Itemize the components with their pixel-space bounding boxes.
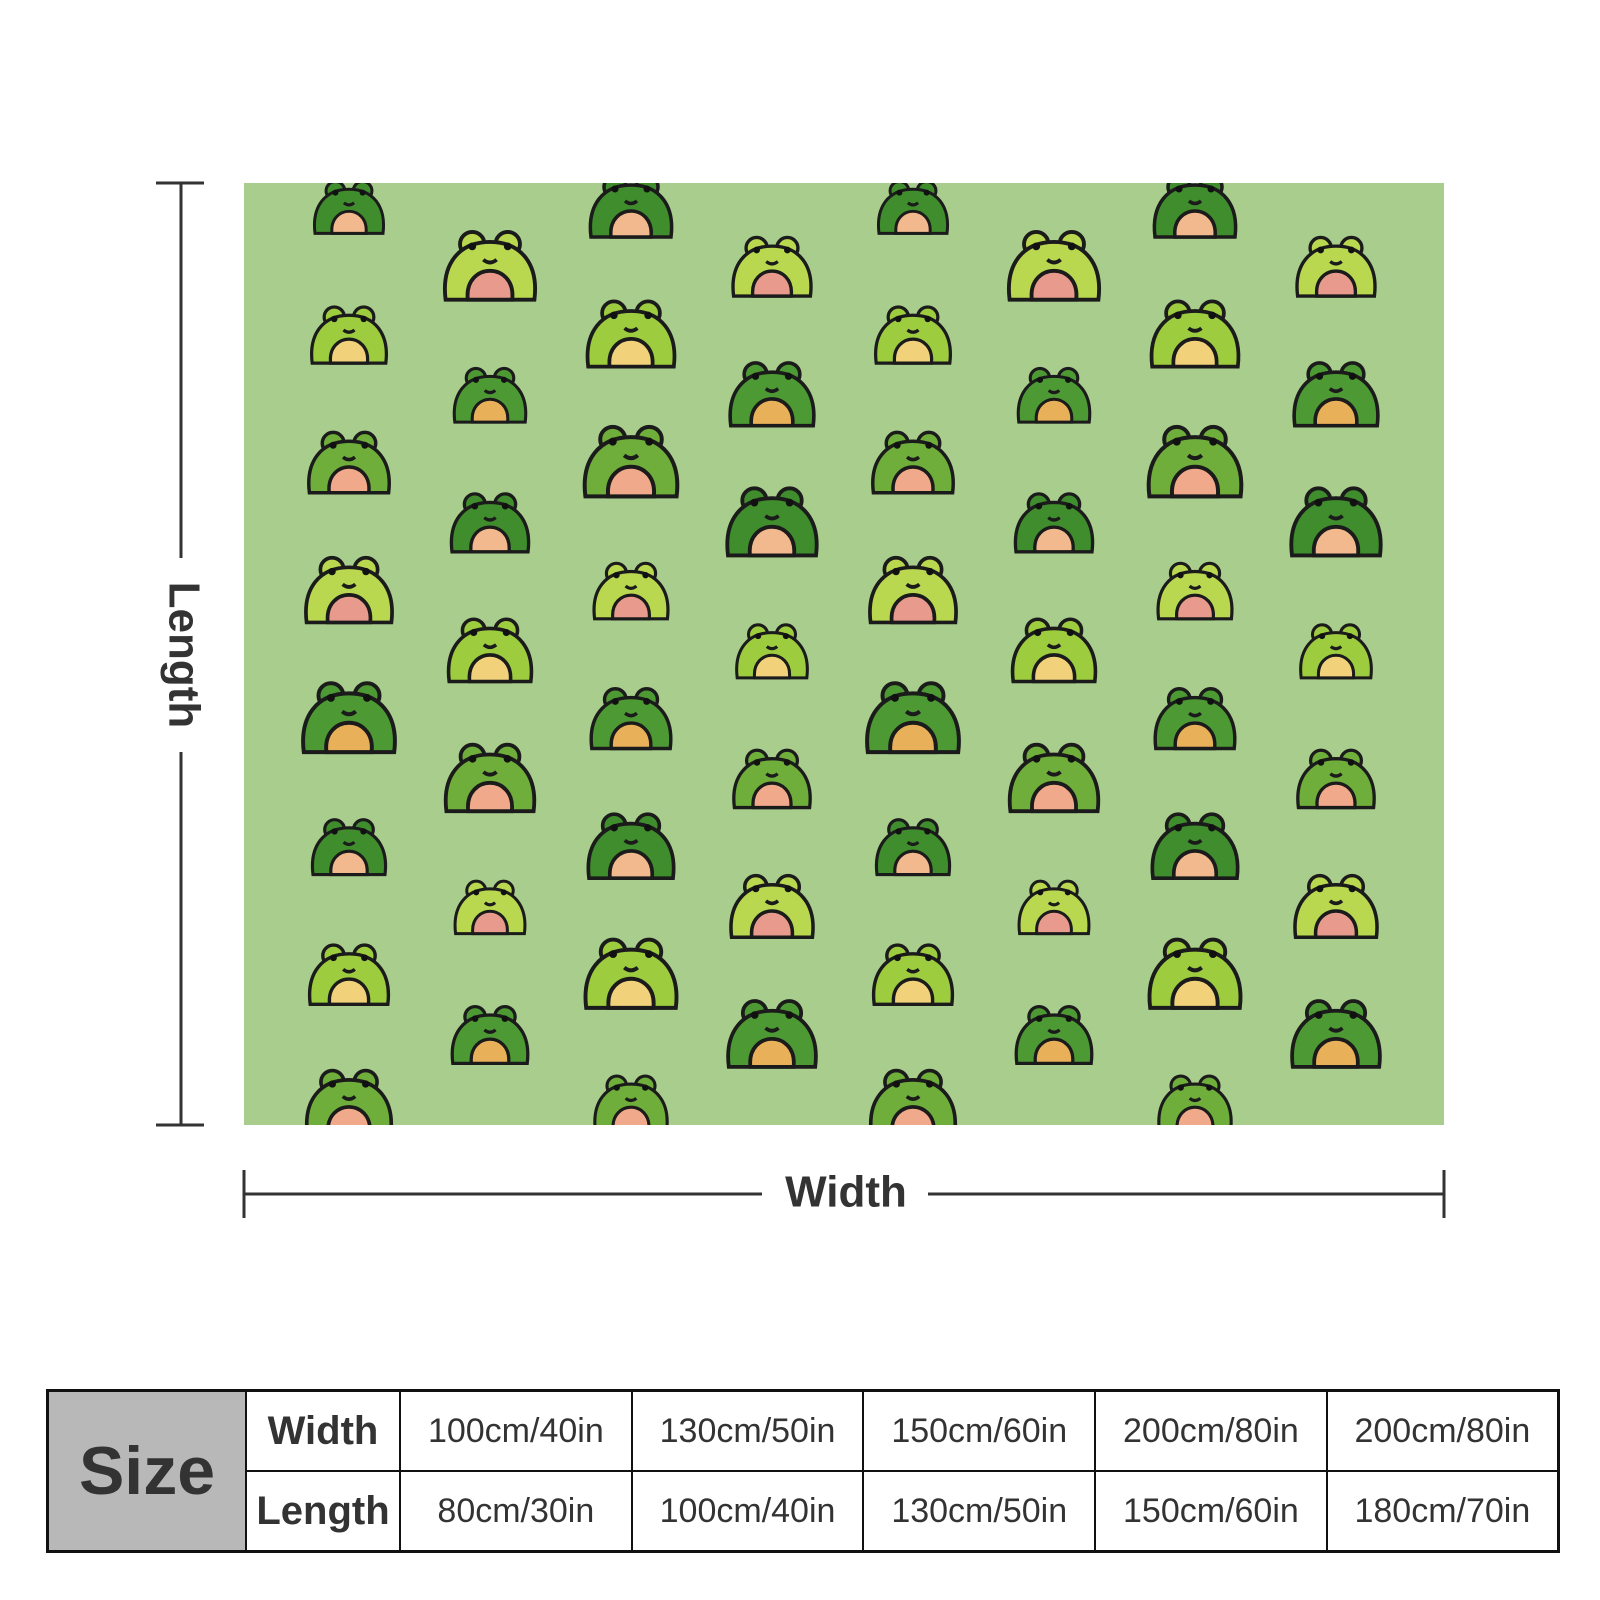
frog-icon: [446, 617, 534, 684]
length-cell: 80cm/30in: [399, 1470, 633, 1553]
frog-icon: [443, 742, 537, 814]
length-cell: 150cm/60in: [1094, 1470, 1328, 1553]
frog-icon: [1147, 937, 1243, 1010]
frog-icon: [1290, 999, 1382, 1069]
frog-icon: [1292, 361, 1380, 428]
frog-icon: [871, 943, 955, 1006]
size-header: Size: [46, 1389, 247, 1553]
frog-icon: [304, 1068, 394, 1125]
length-cell: 100cm/40in: [630, 1470, 865, 1553]
frog-icon: [301, 681, 397, 755]
frog-icon: [874, 305, 952, 365]
frog-icon: [1156, 561, 1234, 621]
frog-pattern: [301, 183, 1383, 1125]
frog-icon: [1010, 617, 1098, 684]
frog-icon: [1295, 235, 1377, 298]
frog-icon: [1299, 623, 1373, 680]
size-table-width-row: Size Width 100cm/40in 130cm/50in 150cm/6…: [46, 1389, 1560, 1553]
frog-icon: [589, 687, 673, 751]
frog-icon: [585, 299, 677, 369]
width-cell: 100cm/40in: [399, 1389, 633, 1472]
frog-icon: [1152, 183, 1238, 239]
frog-icon: [1146, 424, 1244, 499]
frog-icon: [582, 424, 680, 499]
frog-icon: [1153, 687, 1237, 751]
frog-icon: [310, 818, 388, 877]
width-cell: 200cm/80in: [1094, 1389, 1328, 1472]
width-row-label: Width: [245, 1389, 401, 1472]
length-cell: 180cm/70in: [1325, 1470, 1560, 1553]
length-row-label: Length: [245, 1470, 401, 1553]
frog-icon: [874, 818, 952, 877]
frog-icon: [310, 305, 388, 365]
frog-icon: [449, 492, 531, 554]
frog-icon: [1289, 486, 1383, 558]
frog-icon: [586, 812, 676, 881]
frog-icon: [726, 999, 818, 1069]
frog-icon: [307, 943, 391, 1006]
frog-icon: [1149, 299, 1241, 369]
width-label: Width: [785, 1168, 907, 1217]
length-label: Length: [159, 582, 208, 729]
frog-icon: [453, 879, 527, 936]
length-dimension-guide: Length: [156, 181, 208, 1127]
frog-icon: [732, 748, 812, 810]
width-cell: 130cm/50in: [630, 1389, 865, 1472]
size-table: Size Width 100cm/40in 130cm/50in 150cm/6…: [46, 1389, 1560, 1553]
width-cell: 200cm/80in: [1325, 1389, 1560, 1472]
frog-icon: [1013, 492, 1095, 554]
frog-icon: [729, 873, 815, 940]
frog-icon: [868, 555, 958, 625]
frog-icon: [452, 366, 528, 424]
blanket-product-image: [244, 183, 1444, 1125]
frog-icon: [877, 183, 949, 235]
frog-icon: [442, 229, 538, 302]
frog-icon: [868, 1068, 958, 1125]
length-cell: 130cm/50in: [862, 1470, 1097, 1553]
blanket-background: [244, 183, 1444, 1125]
frog-icon: [731, 235, 813, 298]
frog-icon: [1157, 1074, 1233, 1125]
frog-icon: [588, 183, 674, 239]
frog-icon: [313, 183, 385, 235]
size-table-length-row: Length 80cm/30in 100cm/40in 130cm/50in 1…: [48, 1470, 1560, 1553]
frog-icon: [728, 361, 816, 428]
frog-icon: [735, 623, 809, 680]
frog-icon: [304, 555, 394, 625]
frog-icon: [307, 430, 391, 495]
frog-icon: [1017, 879, 1091, 936]
frog-icon: [725, 486, 819, 558]
frog-icon: [450, 1004, 530, 1065]
frog-icon: [1014, 1004, 1094, 1065]
frog-icon: [871, 430, 955, 495]
frog-icon: [865, 681, 961, 755]
frog-icon: [592, 561, 670, 621]
frog-icon: [593, 1074, 669, 1125]
frog-icon: [1006, 229, 1102, 302]
frog-icon: [1293, 873, 1379, 940]
width-dimension-guide: Width: [242, 1168, 1446, 1218]
frog-icon: [583, 937, 679, 1010]
width-cell: 150cm/60in: [862, 1389, 1097, 1472]
frog-icon: [1150, 812, 1240, 881]
frog-icon: [1296, 748, 1376, 810]
frog-icon: [1007, 742, 1101, 814]
frog-icon: [1016, 366, 1092, 424]
